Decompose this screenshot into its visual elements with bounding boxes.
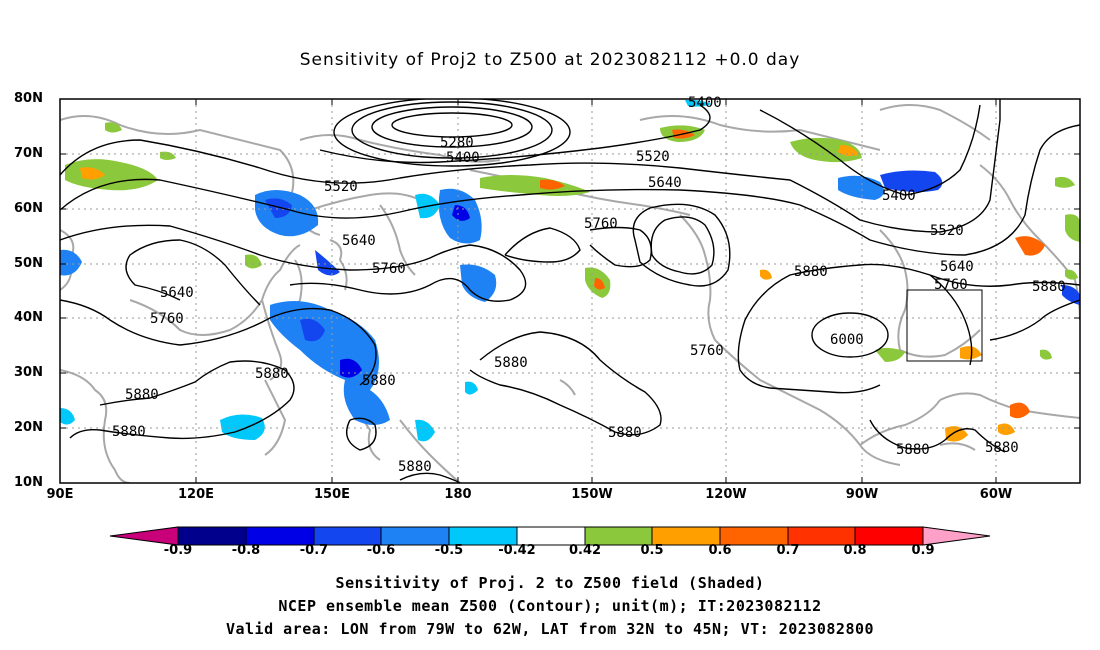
- contour-label: 5280: [440, 135, 474, 151]
- colorbar-label: 0.42: [568, 543, 602, 558]
- lon-label: 120E: [177, 487, 215, 502]
- contour-label: 5880: [608, 425, 642, 441]
- colorbar-label: 0.9: [911, 543, 935, 558]
- lon-label: 90W: [845, 487, 879, 502]
- contour-label: 5640: [160, 285, 194, 301]
- valid-area-box: [906, 289, 983, 362]
- contour-label: 6000: [830, 332, 864, 348]
- contour-label: 5520: [636, 149, 670, 165]
- caption-line-2: NCEP ensemble mean Z500 (Contour); unit(…: [278, 597, 822, 615]
- colorbar-label: -0.9: [163, 543, 193, 558]
- colorbar-segment: [922, 526, 991, 546]
- lon-label: 90E: [46, 487, 74, 502]
- colorbar-label: 0.5: [640, 543, 664, 558]
- contour-label: 5760: [584, 216, 618, 232]
- colorbar: [109, 526, 991, 546]
- lon-label: 150W: [571, 487, 613, 502]
- contour-label: 5640: [342, 233, 376, 249]
- lat-label: 20N: [14, 420, 43, 435]
- lat-label: 30N: [14, 365, 43, 380]
- plot-title: Sensitivity of Proj2 to Z500 at 20230821…: [299, 50, 801, 70]
- contour-label: 5640: [940, 259, 974, 275]
- contour-label: 5760: [934, 277, 968, 293]
- coastlines: [60, 104, 1080, 483]
- contour-label: 5400: [688, 95, 722, 111]
- lon-label: 60W: [979, 487, 1013, 502]
- z500-contours: [60, 99, 1080, 483]
- lon-label: 150E: [313, 487, 351, 502]
- colorbar-label: -0.42: [498, 543, 536, 558]
- contour-label: 5880: [255, 366, 289, 382]
- colorbar-label: 0.8: [843, 543, 867, 558]
- lat-label: 80N: [14, 91, 43, 106]
- colorbar-label: -0.6: [366, 543, 396, 558]
- lat-label: 60N: [14, 201, 43, 216]
- colorbar-label: 0.6: [708, 543, 732, 558]
- map-frame: [59, 98, 1081, 484]
- colorbar-label: -0.8: [231, 543, 261, 558]
- lat-label: 50N: [14, 256, 43, 271]
- contour-label: 5640: [648, 175, 682, 191]
- contour-label: 5400: [882, 188, 916, 204]
- contour-label: 5880: [362, 373, 396, 389]
- contour-label: 5880: [896, 442, 930, 458]
- axis-ticks: [60, 98, 1080, 484]
- contour-label: 5400: [446, 150, 480, 166]
- contour-label: 5880: [1032, 279, 1066, 295]
- contour-label: 5520: [324, 179, 358, 195]
- sensitivity-shading: [60, 99, 1080, 442]
- lat-label: 70N: [14, 146, 43, 161]
- contour-label: 5520: [930, 223, 964, 239]
- lon-label: 120W: [705, 487, 747, 502]
- contour-label: 5880: [794, 264, 828, 280]
- contour-label: 5880: [985, 440, 1019, 456]
- lat-label: 10N: [14, 475, 43, 490]
- colorbar-label: -0.5: [434, 543, 464, 558]
- colorbar-label: -0.7: [299, 543, 329, 558]
- lat-label: 40N: [14, 310, 43, 325]
- lat-lon-grid: [60, 99, 1080, 483]
- contour-label: 5880: [125, 387, 159, 403]
- lon-label: 180: [444, 487, 472, 502]
- colorbar-label: 0.7: [776, 543, 800, 558]
- contour-label: 5880: [398, 459, 432, 475]
- caption-line-1: Sensitivity of Proj. 2 to Z500 field (Sh…: [335, 574, 765, 592]
- contour-label: 5760: [690, 343, 724, 359]
- caption-line-3: Valid area: LON from 79W to 62W, LAT fro…: [225, 620, 875, 638]
- contour-label: 5880: [112, 424, 146, 440]
- contour-label: 5760: [372, 261, 406, 277]
- contour-label: 5880: [494, 355, 528, 371]
- contour-label: 5760: [150, 311, 184, 327]
